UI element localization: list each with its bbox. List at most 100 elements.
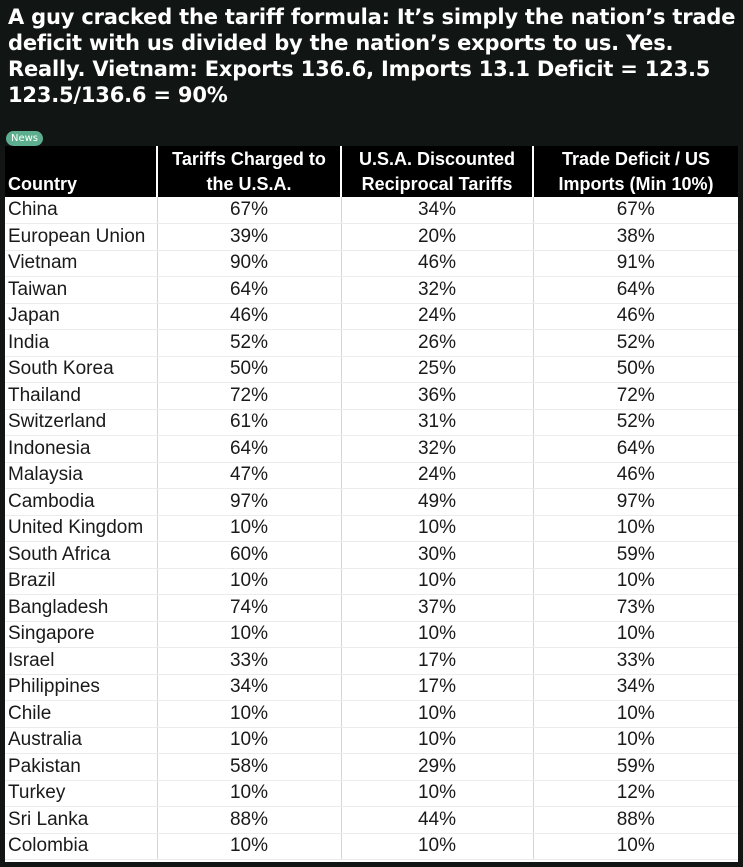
cell-tariffs-charged: 10% <box>156 780 341 807</box>
cell-country: Indonesia <box>5 435 157 463</box>
cell-country: Singapore <box>5 621 157 648</box>
cell-discounted-tariff: 20% <box>340 223 533 251</box>
cell-discounted-tariff: 26% <box>340 329 533 357</box>
cell-discounted-tariff: 25% <box>340 356 533 383</box>
table-row: Australia 10% 10% 10% <box>5 727 738 754</box>
table-row: Cambodia 97% 49% 97% <box>5 488 738 516</box>
cell-tariffs-charged: 10% <box>156 515 341 542</box>
cell-discounted-tariff: 30% <box>340 541 533 569</box>
cell-trade-deficit: 34% <box>532 674 738 701</box>
cell-tariffs-charged: 97% <box>156 488 341 516</box>
cell-trade-deficit: 12% <box>532 780 738 807</box>
cell-tariffs-charged: 90% <box>156 250 341 277</box>
cell-discounted-tariff: 10% <box>340 700 533 728</box>
table-row: Colombia 10% 10% 10% <box>5 833 738 860</box>
cell-discounted-tariff: 36% <box>340 382 533 410</box>
cell-discounted-tariff: 29% <box>340 753 533 781</box>
cell-trade-deficit: 72% <box>532 382 738 410</box>
cell-discounted-tariff: 10% <box>340 621 533 648</box>
header-discounted-tariffs: U.S.A. Discounted Reciprocal Tariffs <box>340 146 533 197</box>
cell-country: Malaysia <box>5 462 157 489</box>
tariff-table: Country Tariffs Charged to the U.S.A. U.… <box>5 146 738 860</box>
cell-country: Turkey <box>5 780 157 807</box>
table-row: South Africa 60% 30% 59% <box>5 541 738 569</box>
cell-trade-deficit: 50% <box>532 356 738 383</box>
table-row: Philippines 34% 17% 34% <box>5 674 738 701</box>
table-row: Chile 10% 10% 10% <box>5 700 738 728</box>
table-row: India 52% 26% 52% <box>5 329 738 357</box>
cell-country: India <box>5 329 157 357</box>
cell-trade-deficit: 52% <box>532 329 738 357</box>
table-row: Vietnam 90% 46% 91% <box>5 250 738 277</box>
cell-country: Taiwan <box>5 276 157 304</box>
cell-tariffs-charged: 88% <box>156 806 341 834</box>
news-badge[interactable]: News <box>6 131 44 146</box>
cell-tariffs-charged: 34% <box>156 674 341 701</box>
cell-country: European Union <box>5 223 157 251</box>
cell-discounted-tariff: 44% <box>340 806 533 834</box>
cell-country: Australia <box>5 727 157 754</box>
cell-country: China <box>5 197 157 224</box>
cell-trade-deficit: 10% <box>532 515 738 542</box>
cell-tariffs-charged: 72% <box>156 382 341 410</box>
cell-discounted-tariff: 46% <box>340 250 533 277</box>
table-row: United Kingdom 10% 10% 10% <box>5 515 738 542</box>
cell-country: Philippines <box>5 674 157 701</box>
cell-trade-deficit: 97% <box>532 488 738 516</box>
cell-tariffs-charged: 39% <box>156 223 341 251</box>
cell-discounted-tariff: 10% <box>340 515 533 542</box>
table-row: Japan 46% 24% 46% <box>5 303 738 330</box>
table-row: Turkey 10% 10% 12% <box>5 780 738 807</box>
cell-tariffs-charged: 64% <box>156 435 341 463</box>
cell-tariffs-charged: 60% <box>156 541 341 569</box>
cell-country: Bangladesh <box>5 594 157 622</box>
cell-discounted-tariff: 34% <box>340 197 533 224</box>
cell-country: Japan <box>5 303 157 330</box>
cell-trade-deficit: 64% <box>532 435 738 463</box>
cell-trade-deficit: 10% <box>532 833 738 860</box>
cell-trade-deficit: 91% <box>532 250 738 277</box>
cell-trade-deficit: 33% <box>532 647 738 675</box>
cell-trade-deficit: 73% <box>532 594 738 622</box>
cell-tariffs-charged: 64% <box>156 276 341 304</box>
table-row: Israel 33% 17% 33% <box>5 647 738 675</box>
cell-country: Sri Lanka <box>5 806 157 834</box>
table-row: Bangladesh 74% 37% 73% <box>5 594 738 622</box>
cell-country: United Kingdom <box>5 515 157 542</box>
cell-country: Colombia <box>5 833 157 860</box>
cell-tariffs-charged: 10% <box>156 727 341 754</box>
cell-tariffs-charged: 74% <box>156 594 341 622</box>
table-row: Indonesia 64% 32% 64% <box>5 435 738 463</box>
cell-trade-deficit: 10% <box>532 727 738 754</box>
table-row: European Union 39% 20% 38% <box>5 223 738 251</box>
cell-trade-deficit: 59% <box>532 753 738 781</box>
table-row: South Korea 50% 25% 50% <box>5 356 738 383</box>
cell-discounted-tariff: 32% <box>340 435 533 463</box>
table-body: China 67% 34% 67% European Union 39% 20% 38% Vie… <box>5 197 738 860</box>
cell-trade-deficit: 10% <box>532 621 738 648</box>
table-row: China 67% 34% 67% <box>5 197 738 224</box>
table-row: Switzerland 61% 31% 52% <box>5 409 738 436</box>
cell-country: Cambodia <box>5 488 157 516</box>
cell-tariffs-charged: 33% <box>156 647 341 675</box>
cell-tariffs-charged: 10% <box>156 568 341 595</box>
cell-tariffs-charged: 10% <box>156 621 341 648</box>
cell-country: Brazil <box>5 568 157 595</box>
cell-country: Vietnam <box>5 250 157 277</box>
cell-trade-deficit: 46% <box>532 462 738 489</box>
cell-discounted-tariff: 32% <box>340 276 533 304</box>
table-row: Pakistan 58% 29% 59% <box>5 753 738 781</box>
table-row: Brazil 10% 10% 10% <box>5 568 738 595</box>
cell-tariffs-charged: 46% <box>156 303 341 330</box>
cell-tariffs-charged: 50% <box>156 356 341 383</box>
table-row: Taiwan 64% 32% 64% <box>5 276 738 304</box>
cell-discounted-tariff: 17% <box>340 674 533 701</box>
cell-trade-deficit: 10% <box>532 700 738 728</box>
tariff-table-image[interactable]: Country Tariffs Charged to the U.S.A. U.… <box>5 146 738 862</box>
header-tariffs-charged: Tariffs Charged to the U.S.A. <box>156 146 341 197</box>
cell-trade-deficit: 38% <box>532 223 738 251</box>
cell-discounted-tariff: 17% <box>340 647 533 675</box>
cell-discounted-tariff: 10% <box>340 727 533 754</box>
cell-country: Israel <box>5 647 157 675</box>
cell-country: Thailand <box>5 382 157 410</box>
